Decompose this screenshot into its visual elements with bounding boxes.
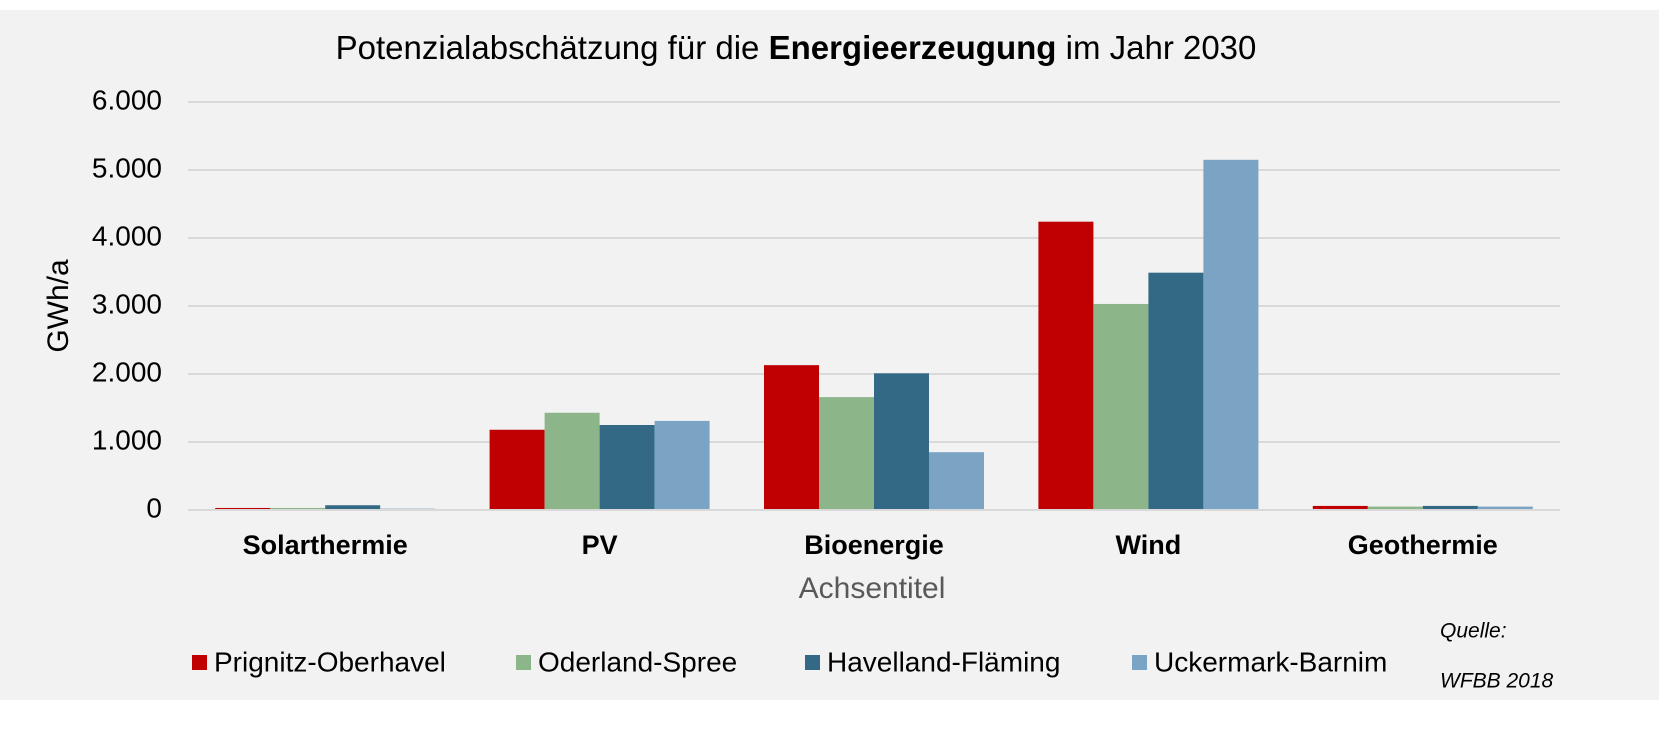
y-tick-label: 6.000 <box>92 84 162 115</box>
legend-swatch <box>516 655 531 670</box>
bar <box>1038 221 1094 510</box>
bar <box>1367 506 1423 510</box>
bar <box>544 412 600 510</box>
y-tick-label: 0 <box>146 492 162 523</box>
bar <box>819 397 874 510</box>
legend-label: Oderland-Spree <box>538 646 737 677</box>
bar <box>489 429 545 510</box>
y-axis-label: GWh/a <box>42 259 75 353</box>
x-tick-label: PV <box>582 530 618 560</box>
legend-label: Uckermark-Barnim <box>1154 646 1387 677</box>
chart-title: Potenzialabschätzung für die Energieerze… <box>336 29 1257 66</box>
legend-swatch <box>805 655 820 670</box>
bar <box>1148 272 1204 510</box>
bar <box>764 365 819 510</box>
bar <box>1093 303 1149 510</box>
bar <box>1203 159 1259 511</box>
bar <box>874 373 929 510</box>
bar <box>325 505 381 510</box>
chart-background <box>0 10 1659 700</box>
bar <box>1477 506 1533 510</box>
legend-swatch <box>192 655 207 670</box>
bar <box>215 507 271 510</box>
bar <box>1422 505 1478 510</box>
x-tick-label: Solarthermie <box>243 530 408 560</box>
y-tick-label: 2.000 <box>92 356 162 387</box>
title-part: im Jahr 2030 <box>1056 29 1256 66</box>
y-tick-label: 3.000 <box>92 288 162 319</box>
legend-label: Prignitz-Oberhavel <box>214 646 446 677</box>
x-axis-label: Achsentitel <box>799 572 946 605</box>
title-part: Potenzialabschätzung für die <box>336 29 769 66</box>
bar <box>1312 505 1368 510</box>
bar <box>654 420 710 510</box>
title-part: Energieerzeugung <box>769 29 1057 66</box>
y-tick-label: 1.000 <box>92 424 162 455</box>
legend-swatch <box>1132 655 1147 670</box>
x-tick-label: Bioenergie <box>804 530 944 560</box>
annotation: Quelle: <box>1440 620 1507 643</box>
annotation: WFBB 2018 <box>1440 670 1554 693</box>
bar <box>929 452 984 510</box>
y-tick-label: 4.000 <box>92 220 162 251</box>
x-tick-label: Geothermie <box>1348 530 1498 560</box>
y-tick-label: 5.000 <box>92 152 162 183</box>
bar <box>270 507 326 510</box>
legend-label: Havelland-Fläming <box>827 646 1060 677</box>
x-tick-label: Wind <box>1116 530 1182 560</box>
bar <box>599 425 655 510</box>
